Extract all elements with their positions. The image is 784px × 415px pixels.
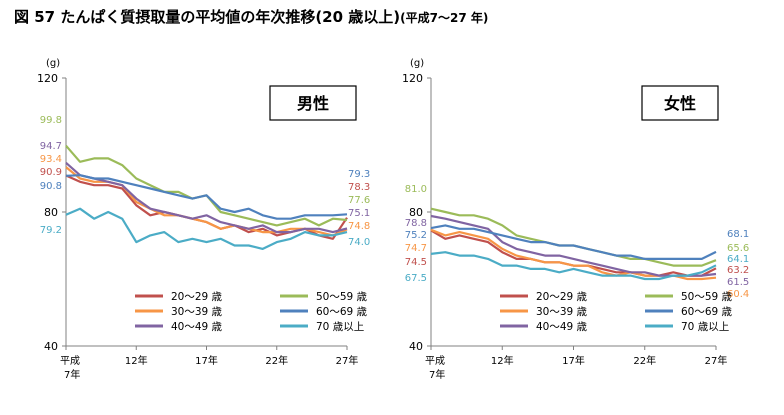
- start-value-label: 75.2: [405, 230, 427, 241]
- start-value-label: 74.5: [405, 257, 427, 268]
- start-value-label: 90.8: [40, 181, 62, 192]
- start-value-label: 78.8: [405, 218, 427, 229]
- chart-title-box: [269, 85, 357, 121]
- y-axis-label: (g): [46, 58, 60, 69]
- legend-label: 20～29 歳: [171, 291, 223, 303]
- end-value-label: 75.1: [348, 208, 370, 219]
- x-tick-label: 22年: [633, 354, 656, 367]
- chart-female: 120 80 40 (g) 平成 7年 12年 17年 22年 27年 74.5 63.2 74.7 60…: [402, 58, 749, 381]
- page-subtitle: (平成7～27 年): [400, 11, 489, 25]
- x-tick-label: 17年: [562, 354, 585, 367]
- series-line-70+: [430, 251, 717, 281]
- legend-label: 60～69 歳: [681, 306, 733, 318]
- x-tick-label: 27年: [336, 354, 359, 367]
- legend-label: 30～39 歳: [171, 306, 223, 318]
- chart-male: 120 80 40 (g) 平成 7年 12年 17年 22年 27年 90.9 78.3 93.4 74…: [37, 58, 370, 381]
- chart-title: 男性: [297, 94, 329, 113]
- y-tick-label: 80: [409, 206, 423, 219]
- start-value-label: 99.8: [40, 115, 62, 126]
- series-line-70+: [65, 207, 348, 250]
- x-tick-label: 12年: [125, 354, 148, 367]
- series-line-60-69: [430, 224, 717, 260]
- legend-label: 50～59 歳: [681, 291, 733, 303]
- legend-label: 50～59 歳: [316, 291, 368, 303]
- end-value-label: 63.2: [727, 265, 749, 276]
- legend-label: 40～49 歳: [171, 321, 223, 333]
- end-value-label: 77.6: [348, 195, 370, 206]
- legend-label: 70 歳以上: [316, 321, 364, 333]
- start-value-label: 93.4: [40, 154, 62, 165]
- end-value-label: 79.3: [348, 169, 370, 180]
- end-value-label: 60.4: [727, 289, 749, 300]
- page-title-text: 図 57 たんぱく質摂取量の平均値の年次推移(20 歳以上): [14, 8, 401, 26]
- x-tick-label: 27年: [705, 354, 728, 367]
- start-value-label: 79.2: [40, 225, 62, 236]
- x-tick-label: 12年: [491, 354, 514, 367]
- y-tick-label: 120: [402, 72, 423, 85]
- end-value-label: 74.8: [348, 221, 370, 232]
- legend-label: 20～29 歳: [536, 291, 588, 303]
- series-line-40-49: [65, 161, 348, 234]
- chart-title: 女性: [664, 94, 696, 113]
- start-value-label: 81.0: [405, 184, 427, 195]
- end-value-label: 61.5: [727, 277, 749, 288]
- x-tick-label: 17年: [195, 354, 218, 367]
- start-value-label: 94.7: [40, 141, 62, 152]
- end-value-label: 74.0: [348, 237, 370, 248]
- start-value-label: 90.9: [40, 167, 62, 178]
- legend-label: 40～49 歳: [536, 321, 588, 333]
- chart-title-box: [641, 85, 719, 121]
- x-tick-label: 平成 7年: [425, 355, 445, 381]
- page-title: 図 57 たんぱく質摂取量の平均値の年次推移(20 歳以上)(平成7～27 年): [14, 6, 488, 27]
- y-tick-label: 40: [409, 340, 423, 353]
- legend-label: 30～39 歳: [536, 306, 588, 318]
- start-value-label: 74.7: [405, 243, 427, 254]
- start-value-label: 67.5: [405, 273, 427, 284]
- x-tick-label: 平成 7年: [60, 355, 80, 381]
- series-line-40-49: [430, 214, 717, 277]
- series-line-30-39: [65, 166, 348, 237]
- y-tick-label: 40: [44, 340, 58, 353]
- y-tick-label: 80: [44, 206, 58, 219]
- series-line-50-59: [430, 207, 717, 267]
- end-value-label: 78.3: [348, 182, 370, 193]
- x-tick-label: 22年: [265, 354, 288, 367]
- end-value-label: 65.6: [727, 243, 749, 254]
- legend-label: 70 歳以上: [681, 321, 729, 333]
- y-tick-label: 120: [37, 72, 58, 85]
- y-axis-label: (g): [410, 58, 424, 69]
- series-line-60-69: [65, 174, 348, 220]
- end-value-label: 64.1: [727, 254, 749, 265]
- legend-label: 60～69 歳: [316, 306, 368, 318]
- end-value-label: 68.1: [727, 229, 749, 240]
